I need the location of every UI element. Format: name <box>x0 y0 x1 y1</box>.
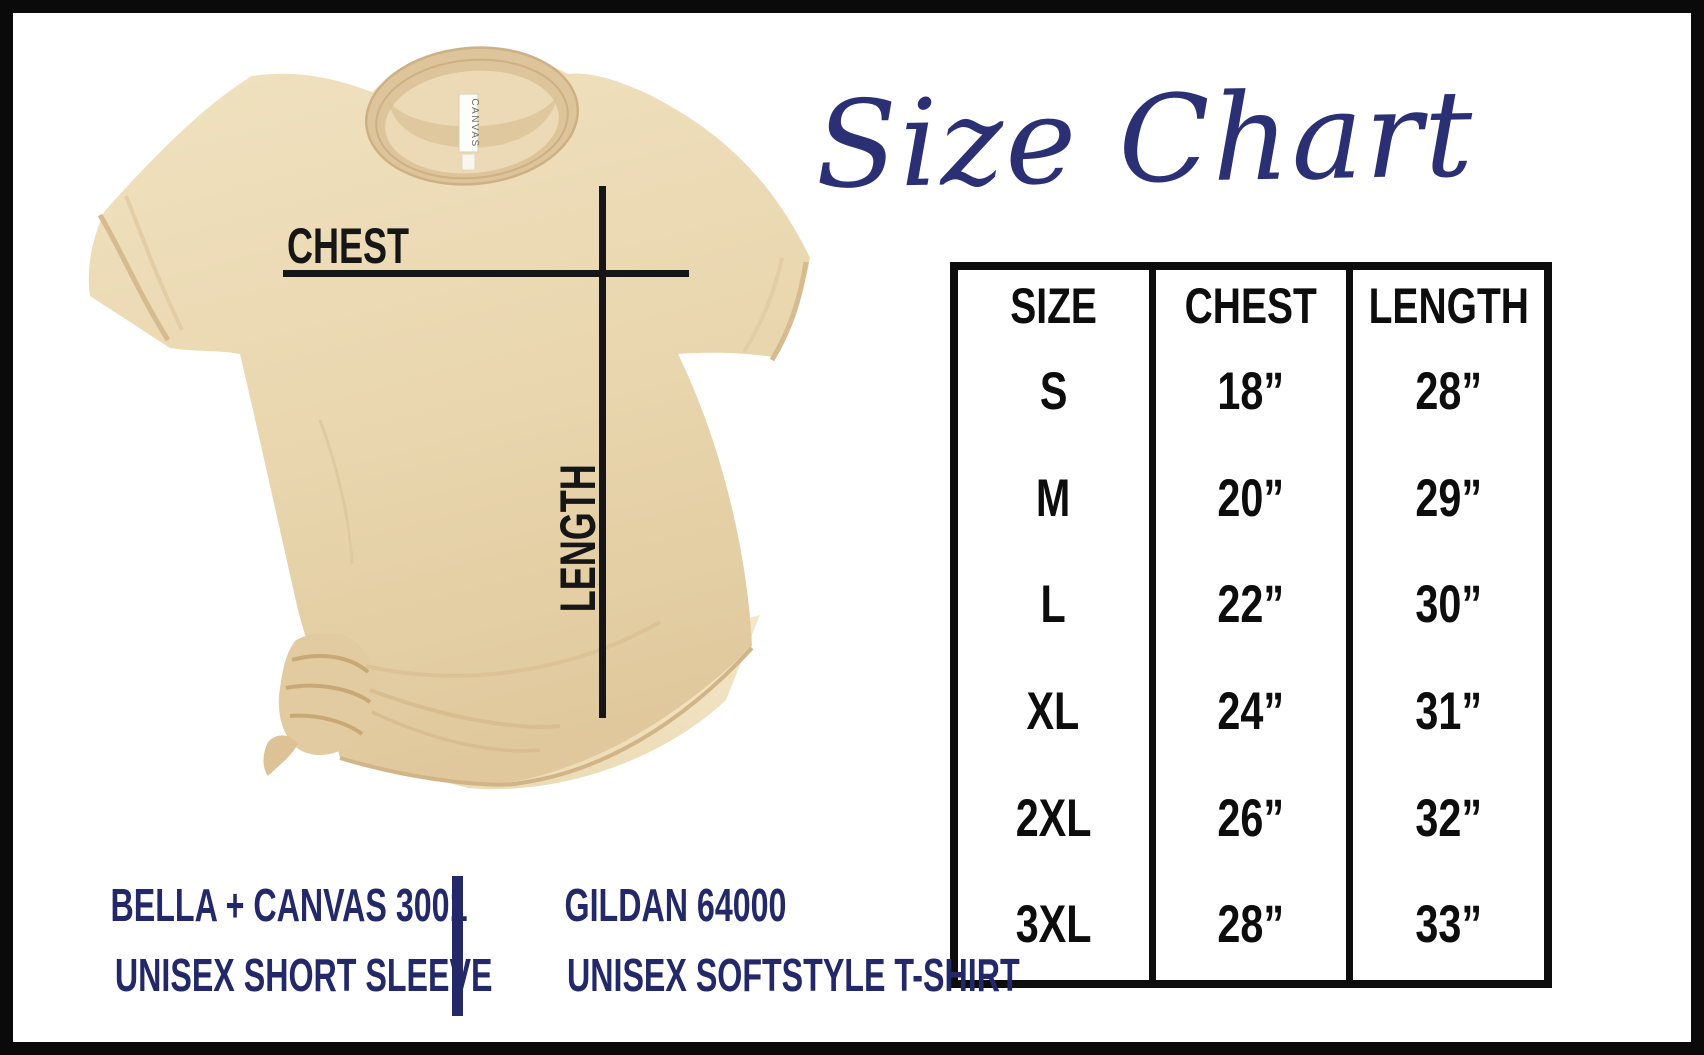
length-label: LENGTH <box>550 463 606 612</box>
product-subtitle: UNISEX SOFTSTYLE T-SHIRT <box>566 949 1020 1001</box>
table-cell: 18” <box>1217 361 1285 421</box>
table-cell: 32” <box>1415 788 1483 848</box>
column-header-chest: CHEST <box>1184 278 1318 334</box>
right-cuff-crease <box>769 261 809 362</box>
table-cell: L <box>1040 575 1066 635</box>
fold-3 <box>365 620 661 678</box>
tshirt-photo: CANVAS <box>88 46 810 790</box>
table-column-chest: CHEST 18” 20” 22” 24” 26” 28” <box>1148 270 1347 980</box>
footer-divider-bar <box>452 876 463 1016</box>
neck-size-tag <box>461 153 476 171</box>
fold-2 <box>371 710 541 753</box>
shirt-knot <box>263 632 378 776</box>
table-cell: 22” <box>1217 575 1285 635</box>
left-cuff-crease <box>97 213 171 342</box>
left-cuff-crease-2 <box>124 195 184 331</box>
table-cell: 29” <box>1415 468 1483 528</box>
table-cell: 20” <box>1217 468 1285 528</box>
table-cell: XL <box>1026 681 1080 741</box>
table-cell: 30” <box>1415 575 1483 635</box>
table-cell: 2XL <box>1015 788 1092 848</box>
collar-shadow <box>388 94 558 148</box>
table-cell: 31” <box>1415 681 1483 741</box>
column-header-size: SIZE <box>1009 278 1097 334</box>
table-cell: 28” <box>1415 361 1483 421</box>
hem-edge <box>339 646 754 787</box>
table-column-size: SIZE S M L XL 2XL 3XL <box>958 270 1149 980</box>
table-cell: 3XL <box>1015 895 1092 955</box>
fold-1 <box>369 688 561 729</box>
chest-label: CHEST <box>287 218 410 274</box>
table-column-length: LENGTH 28” 29” 30” 31” 32” 33” <box>1346 270 1544 980</box>
table-cell: M <box>1036 468 1071 528</box>
fold-4 <box>318 419 354 565</box>
product-name: GILDAN 64000 <box>565 879 787 931</box>
page-title: Size Chart <box>814 64 1476 216</box>
product-name: BELLA + CANVAS 3001 <box>110 879 468 931</box>
chest-measure-line <box>283 270 689 277</box>
table-cell: 24” <box>1217 681 1285 741</box>
product-label-left: BELLA + CANVAS 3001 UNISEX SHORT SLEEVE <box>34 879 493 1001</box>
product-label-right: GILDAN 64000 UNISEX SOFTSTYLE T-SHIRT <box>470 879 1020 1001</box>
collar-seam-inner <box>375 58 569 180</box>
neck-tag: CANVAS <box>458 93 480 171</box>
collar-seam-outer <box>364 46 580 186</box>
table-cell: S <box>1039 361 1068 421</box>
column-header-length: LENGTH <box>1368 278 1529 334</box>
size-table: SIZE S M L XL 2XL 3XL CHEST 18” 20” 22” … <box>950 262 1552 988</box>
table-cell: 28” <box>1217 895 1285 955</box>
neck-tag-text: CANVAS <box>469 98 480 147</box>
table-cell: 26” <box>1217 788 1285 848</box>
length-measure-line <box>599 186 606 718</box>
product-subtitle: UNISEX SHORT SLEEVE <box>114 949 493 1001</box>
shirt-body <box>88 48 810 784</box>
table-cell: 33” <box>1415 895 1483 955</box>
right-cuff-crease-2 <box>742 257 784 354</box>
